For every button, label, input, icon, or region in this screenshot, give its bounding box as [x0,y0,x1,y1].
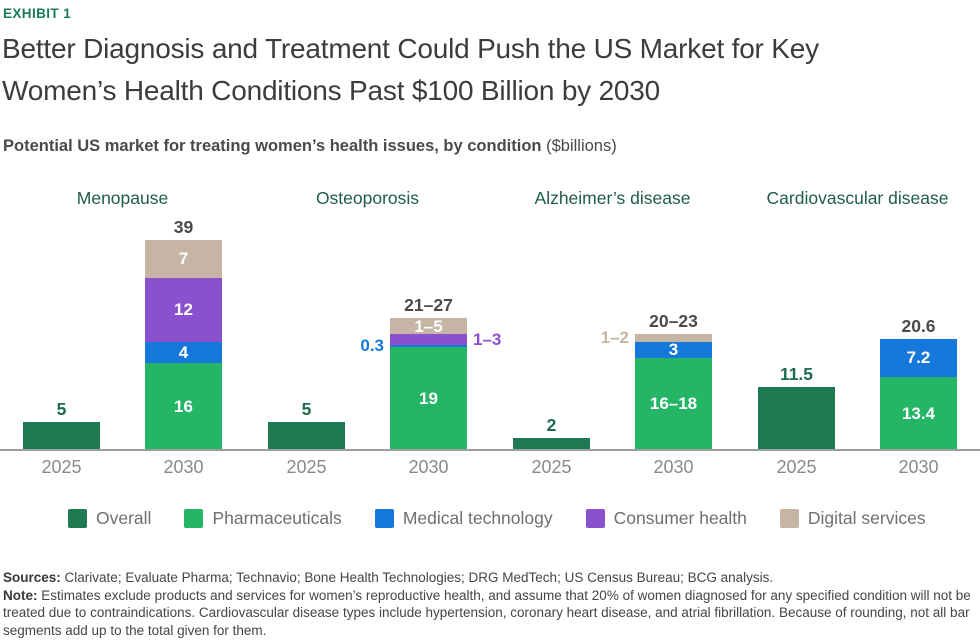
segment-consumer [390,334,467,346]
segment-overall [758,387,835,449]
legend-swatch-consumer [585,509,605,528]
sources-text: Clarivate; Evaluate Pharma; Technavio; B… [64,570,774,585]
group-title: Menopause [76,188,169,208]
bar-2030-osteoporosis: 19 1–5 [390,318,467,449]
segment-label: 7.2 [906,348,931,368]
footnotes: Sources: Clarivate; Evaluate Pharma; Tec… [3,569,978,640]
total-label: 20.6 [901,315,936,336]
segment-digital: 1–5 [390,316,467,336]
segment-label: 16 [174,396,193,416]
year-label: 2030 [408,457,449,477]
total-label: 2 [546,415,557,436]
chart-legend: Overall Pharmaceuticals Medical technology… [68,508,926,529]
segment-overall [23,422,100,449]
segment-consumer: 12 [145,277,222,342]
year-label: 2025 [41,457,82,477]
legend-label: Overall [96,508,152,528]
legend-label: Pharmaceuticals [212,508,342,528]
segment-label: 4 [178,343,189,363]
bar-2030-alzheimer-s-disease: 16–18 3 [635,333,712,449]
segment-medtech: 3 [635,340,712,360]
subtitle-main: Potential US market for treating women’s… [3,137,542,155]
bar-2025-cardiovascular-disease [758,387,835,449]
exhibit-label: EXHIBIT 1 [3,6,72,21]
legend-label: Medical technology [402,508,553,528]
segment-pharma: 13.4 [880,377,957,449]
sources-line: Sources: Clarivate; Evaluate Pharma; Tec… [3,569,978,587]
stacked-bar-chart: Menopause 5 2025 16 4 12 7 39 2030 Osteoporosis 5 2… [0,185,980,485]
segment-pharma: 19 [390,347,467,449]
chart-group-alzheimer-s-disease: Alzheimer’s disease 2 2025 1–2 16–18 3 20–23 20… [513,185,712,485]
group-title: Osteoporosis [315,188,420,208]
legend-item-digital: Digital services [779,508,926,529]
legend-swatch-pharma [184,509,204,528]
segment-side-label: 0.3 [360,336,384,356]
total-label: 39 [173,216,194,237]
group-title: Cardiovascular disease [766,188,949,208]
subtitle-unit: ($billions) [546,137,617,155]
bar-2030-menopause: 16 4 12 7 [145,239,222,449]
note-label: Note: [3,587,38,603]
total-label: 5 [56,399,67,420]
segment-pharma: 16 [145,363,222,449]
bar-2025-alzheimer-s-disease [513,438,590,449]
year-label: 2030 [653,457,694,477]
year-label: 2030 [898,457,939,477]
bar-2030-cardiovascular-disease: 13.4 7.2 [880,338,957,449]
segment-pharma: 16–18 [635,357,712,449]
bar-2025-menopause [23,422,100,449]
segment-overall [513,438,590,449]
legend-item-overall: Overall [68,508,151,529]
total-label: 11.5 [779,364,814,385]
legend-item-medtech: Medical technology [374,508,553,529]
segment-digital [635,333,712,342]
segment-overall [268,422,345,449]
total-label: 20–23 [649,310,698,331]
legend-item-pharma: Pharmaceuticals [184,508,342,529]
segment-digital: 7 [145,239,222,278]
group-title: Alzheimer’s disease [534,188,691,208]
segment-side-label: 1–3 [473,329,502,349]
year-label: 2025 [776,457,817,477]
segment-label: 12 [174,300,193,320]
note-text: Estimates exclude products and services … [3,587,971,639]
segment-label: 13.4 [901,403,936,423]
chart-group-menopause: Menopause 5 2025 16 4 12 7 39 2030 [23,185,222,485]
total-label: 5 [301,399,312,420]
legend-item-consumer: Consumer health [585,508,747,529]
page-title: Better Diagnosis and Treatment Could Pus… [2,28,819,112]
segment-label: 7 [178,249,189,269]
segment-label: 3 [668,340,679,360]
segment-medtech: 7.2 [880,338,957,378]
total-label: 21–27 [404,295,453,316]
segment-label: 1–5 [414,316,443,336]
segment-label: 19 [419,388,438,408]
legend-swatch-medtech [374,509,394,528]
segment-label: 16–18 [649,393,698,413]
chart-group-cardiovascular-disease: Cardiovascular disease 11.5 2025 13.4 7.2 20.… [758,185,957,485]
year-label: 2025 [531,457,572,477]
chart-group-osteoporosis: Osteoporosis 5 2025 0.3 1–3 19 1–5 21–27 2030 [268,185,501,485]
year-label: 2025 [286,457,327,477]
title-line-2: Women’s Health Conditions Past $100 Bill… [2,75,661,106]
legend-label: Digital services [807,508,926,528]
segment-medtech: 4 [145,341,222,364]
year-label: 2030 [163,457,204,477]
title-line-1: Better Diagnosis and Treatment Could Pus… [2,33,819,64]
segment-medtech [390,345,467,348]
legend-swatch-digital [779,509,799,528]
legend-swatch-overall [68,509,87,528]
chart-subtitle: Potential US market for treating women’s… [3,137,617,156]
bar-2025-osteoporosis [268,422,345,449]
segment-side-label: 1–2 [600,327,629,347]
legend-label: Consumer health [613,508,747,528]
sources-label: Sources: [3,570,61,585]
note-line: Note: Estimates exclude products and ser… [3,587,978,640]
x-axis-line [0,449,980,451]
